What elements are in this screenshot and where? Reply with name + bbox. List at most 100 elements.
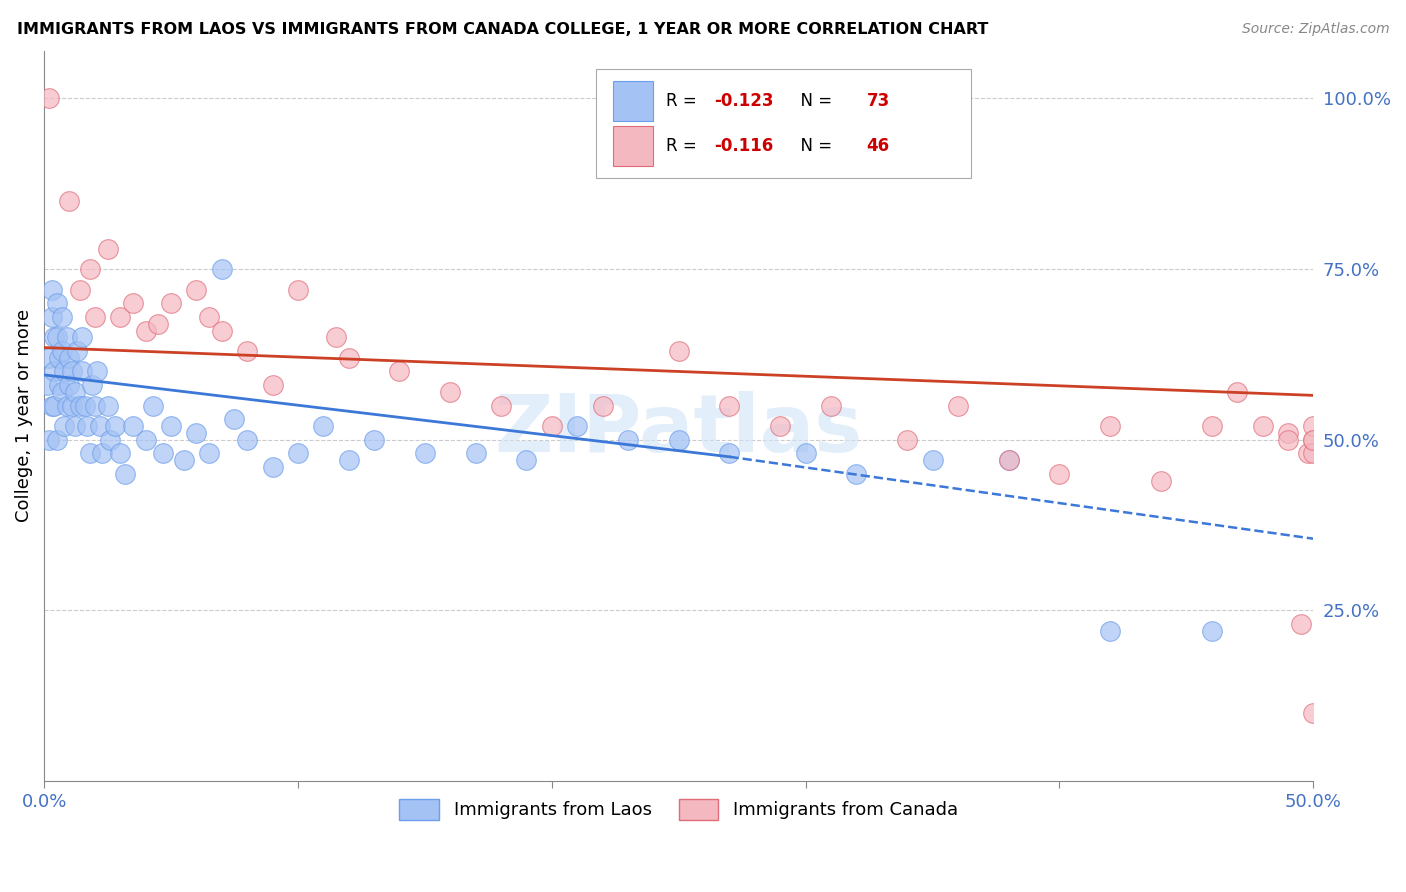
Point: [668, 343, 690, 358]
Point: [1099, 624, 1122, 638]
Point: [312, 419, 335, 434]
Point: [56, 330, 79, 344]
Point: [439, 384, 461, 399]
Point: [135, 433, 157, 447]
Text: R =: R =: [666, 137, 702, 155]
Point: [845, 467, 868, 481]
Point: [173, 453, 195, 467]
Point: [1150, 474, 1173, 488]
Point: [262, 460, 284, 475]
Point: [45, 433, 67, 447]
Point: [718, 446, 741, 460]
Point: [198, 446, 221, 460]
Point: [515, 453, 537, 467]
Point: [363, 433, 385, 447]
Point: [325, 330, 347, 344]
Text: -0.123: -0.123: [714, 92, 773, 111]
Point: [198, 310, 221, 324]
Point: [1226, 384, 1249, 399]
Point: [160, 296, 183, 310]
Point: [668, 433, 690, 447]
Point: [41, 283, 63, 297]
Text: 46: 46: [866, 137, 890, 155]
Point: [51, 310, 73, 324]
Point: [820, 399, 842, 413]
Point: [70, 364, 93, 378]
Point: [60, 364, 83, 378]
Point: [79, 446, 101, 460]
Point: [110, 310, 132, 324]
Point: [186, 425, 208, 440]
Point: [337, 453, 360, 467]
Point: [114, 467, 136, 481]
Point: [41, 399, 63, 413]
Text: ZIPatlas: ZIPatlas: [495, 392, 863, 469]
Point: [41, 310, 63, 324]
Point: [45, 330, 67, 344]
Text: Source: ZipAtlas.com: Source: ZipAtlas.com: [1241, 22, 1389, 37]
Point: [1201, 419, 1223, 434]
Point: [48, 378, 70, 392]
FancyBboxPatch shape: [613, 81, 654, 121]
Point: [58, 194, 80, 208]
Point: [152, 446, 174, 460]
Point: [69, 283, 91, 297]
Point: [44, 330, 66, 344]
Text: N =: N =: [790, 92, 838, 111]
Point: [97, 242, 120, 256]
Point: [66, 343, 89, 358]
Point: [58, 351, 80, 365]
Point: [211, 262, 233, 277]
Point: [70, 330, 93, 344]
Point: [63, 419, 86, 434]
Point: [122, 419, 145, 434]
Point: [997, 453, 1019, 467]
Point: [69, 399, 91, 413]
Point: [413, 446, 436, 460]
Point: [63, 384, 86, 399]
Point: [489, 399, 512, 413]
Point: [1201, 624, 1223, 638]
Point: [718, 399, 741, 413]
Point: [1289, 617, 1312, 632]
Point: [135, 324, 157, 338]
Point: [86, 364, 108, 378]
Text: IMMIGRANTS FROM LAOS VS IMMIGRANTS FROM CANADA COLLEGE, 1 YEAR OR MORE CORRELATI: IMMIGRANTS FROM LAOS VS IMMIGRANTS FROM …: [17, 22, 988, 37]
Point: [997, 453, 1019, 467]
Point: [769, 419, 792, 434]
Point: [76, 419, 98, 434]
Point: [186, 283, 208, 297]
Point: [97, 399, 120, 413]
Point: [160, 419, 183, 434]
Point: [91, 446, 114, 460]
Point: [38, 91, 60, 105]
Point: [44, 399, 66, 413]
Point: [287, 446, 309, 460]
Point: [104, 419, 127, 434]
Point: [82, 378, 104, 392]
Point: [53, 419, 76, 434]
Point: [38, 351, 60, 365]
Point: [896, 433, 918, 447]
Point: [1302, 433, 1324, 447]
Point: [1099, 419, 1122, 434]
Point: [98, 433, 121, 447]
Point: [122, 296, 145, 310]
Point: [56, 399, 79, 413]
Point: [464, 446, 486, 460]
Point: [236, 343, 259, 358]
Point: [73, 399, 96, 413]
Point: [388, 364, 411, 378]
FancyBboxPatch shape: [613, 126, 654, 166]
Text: N =: N =: [790, 137, 838, 155]
Point: [1251, 419, 1274, 434]
Point: [921, 453, 943, 467]
Point: [51, 384, 73, 399]
Point: [142, 399, 165, 413]
FancyBboxPatch shape: [596, 69, 970, 178]
Point: [1302, 446, 1324, 460]
Point: [262, 378, 284, 392]
Point: [45, 296, 67, 310]
Point: [337, 351, 360, 365]
Point: [540, 419, 562, 434]
